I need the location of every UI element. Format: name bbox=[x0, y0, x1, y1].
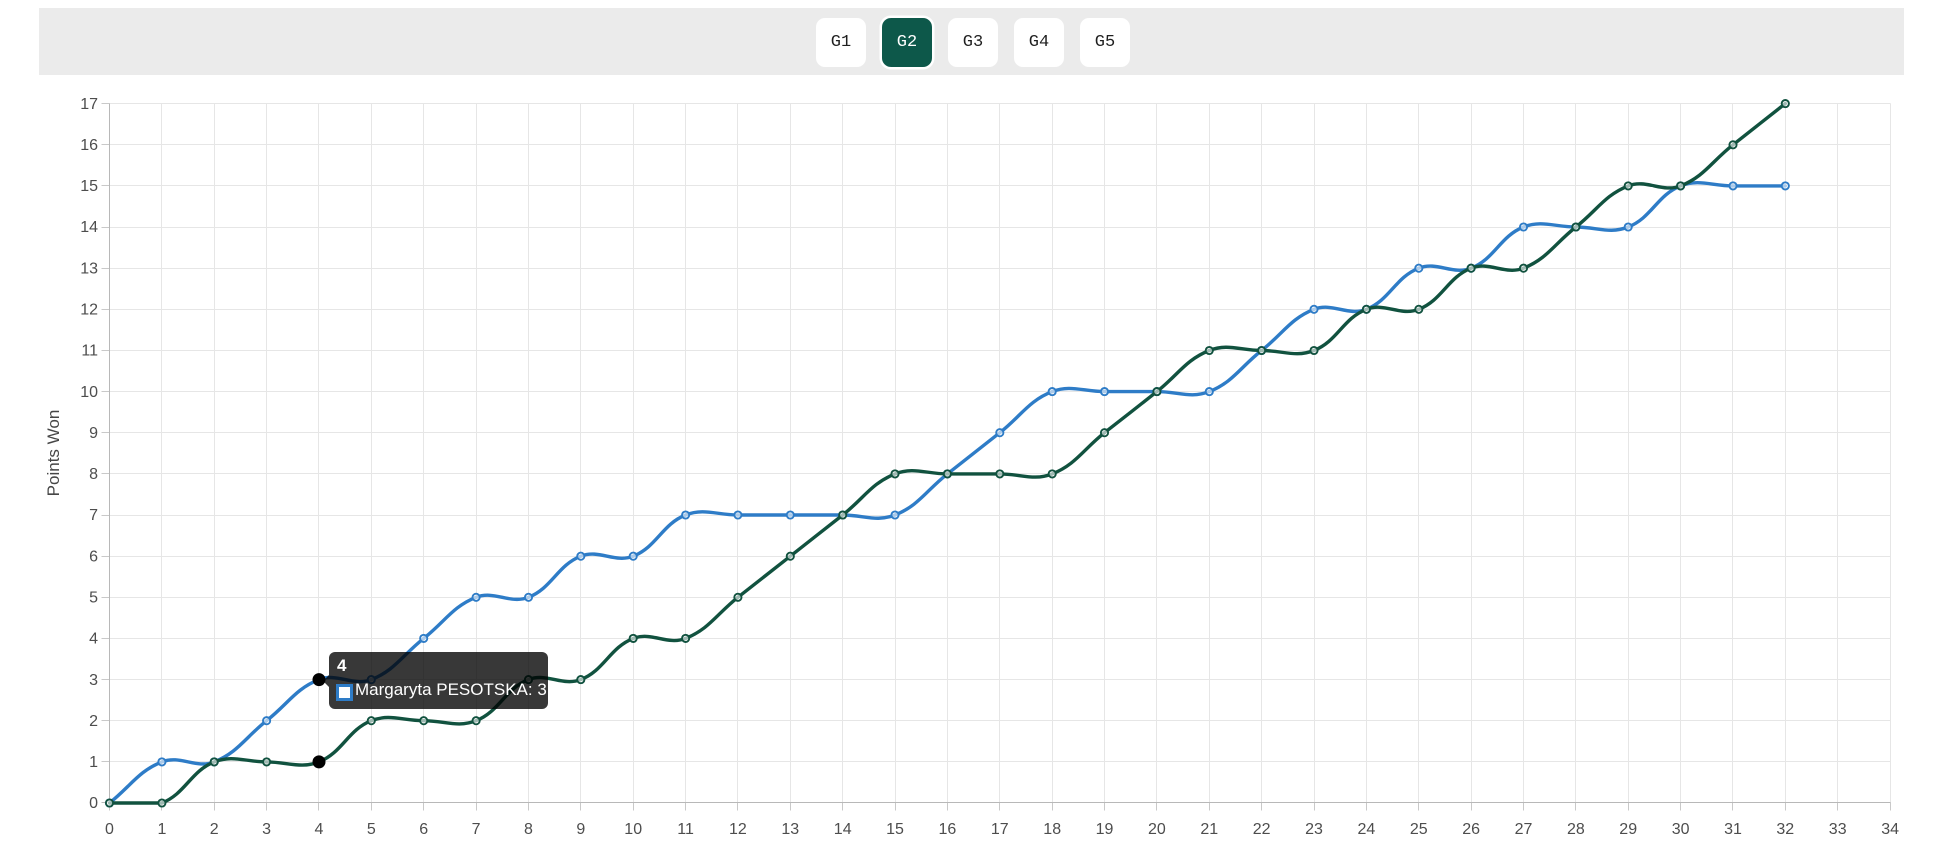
svg-text:2: 2 bbox=[210, 821, 219, 838]
svg-text:1: 1 bbox=[157, 821, 166, 838]
svg-text:30: 30 bbox=[1672, 821, 1690, 838]
svg-text:14: 14 bbox=[834, 821, 852, 838]
svg-text:14: 14 bbox=[80, 219, 98, 236]
svg-text:3: 3 bbox=[89, 672, 98, 689]
svg-text:17: 17 bbox=[991, 821, 1009, 838]
svg-text:11: 11 bbox=[81, 343, 98, 360]
svg-text:29: 29 bbox=[1619, 821, 1637, 838]
svg-text:9: 9 bbox=[576, 821, 585, 838]
svg-text:1: 1 bbox=[89, 754, 98, 771]
svg-text:19: 19 bbox=[1096, 821, 1114, 838]
svg-text:31: 31 bbox=[1724, 821, 1742, 838]
svg-text:7: 7 bbox=[472, 821, 481, 838]
svg-text:18: 18 bbox=[1043, 821, 1061, 838]
svg-text:10: 10 bbox=[624, 821, 642, 838]
svg-text:13: 13 bbox=[781, 821, 799, 838]
svg-text:5: 5 bbox=[367, 821, 376, 838]
svg-text:2: 2 bbox=[89, 713, 98, 730]
svg-text:0: 0 bbox=[89, 795, 98, 812]
svg-text:15: 15 bbox=[80, 178, 98, 195]
svg-text:28: 28 bbox=[1567, 821, 1585, 838]
svg-text:13: 13 bbox=[80, 260, 98, 277]
svg-text:3: 3 bbox=[262, 821, 271, 838]
svg-text:11: 11 bbox=[677, 821, 694, 838]
svg-text:8: 8 bbox=[524, 821, 533, 838]
svg-text:12: 12 bbox=[729, 821, 747, 838]
svg-text:6: 6 bbox=[89, 548, 98, 565]
svg-text:0: 0 bbox=[105, 821, 114, 838]
svg-text:9: 9 bbox=[89, 425, 98, 442]
svg-text:17: 17 bbox=[80, 96, 98, 113]
svg-text:5: 5 bbox=[89, 590, 98, 607]
svg-text:23: 23 bbox=[1305, 821, 1323, 838]
svg-text:16: 16 bbox=[939, 821, 957, 838]
svg-text:20: 20 bbox=[1148, 821, 1166, 838]
svg-text:7: 7 bbox=[89, 507, 98, 524]
svg-text:12: 12 bbox=[80, 302, 98, 319]
svg-text:25: 25 bbox=[1410, 821, 1428, 838]
svg-text:10: 10 bbox=[80, 384, 98, 401]
svg-text:22: 22 bbox=[1253, 821, 1271, 838]
svg-text:6: 6 bbox=[419, 821, 428, 838]
svg-text:27: 27 bbox=[1515, 821, 1533, 838]
svg-text:32: 32 bbox=[1776, 821, 1794, 838]
svg-text:33: 33 bbox=[1829, 821, 1847, 838]
svg-text:4: 4 bbox=[89, 631, 98, 648]
svg-text:8: 8 bbox=[89, 466, 98, 483]
svg-text:24: 24 bbox=[1358, 821, 1376, 838]
svg-text:16: 16 bbox=[80, 137, 98, 154]
svg-text:4: 4 bbox=[315, 821, 324, 838]
svg-text:34: 34 bbox=[1881, 821, 1899, 838]
svg-text:Points Won: Points Won bbox=[44, 410, 63, 497]
svg-text:26: 26 bbox=[1462, 821, 1480, 838]
svg-text:15: 15 bbox=[886, 821, 904, 838]
svg-text:21: 21 bbox=[1200, 821, 1218, 838]
